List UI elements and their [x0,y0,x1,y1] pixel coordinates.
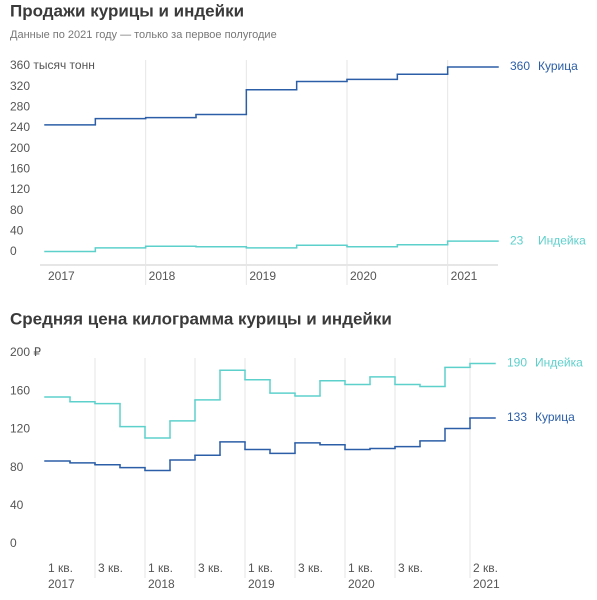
end-value-label: 133 [507,410,527,424]
chart-title: Продажи курицы и индейки [10,1,244,20]
x-tick-year: 2019 [248,577,275,591]
legend-label: Индейка [538,233,586,247]
y-tick-label: 120 [10,182,30,196]
legend-label: Индейка [535,356,583,370]
y-tick-label: 0 [10,536,17,550]
end-value-label: 360 [510,59,530,73]
x-tick-label: 2021 [451,269,478,283]
x-tick-year: 2017 [48,577,75,591]
x-tick-year: 2021 [473,577,500,591]
x-tick-label: 2 кв. [473,561,498,575]
y-tick-label: 0 [10,244,17,258]
x-tick-label: 1 кв. [148,561,173,575]
x-tick-label: 3 кв. [98,561,123,575]
y-tick-label: 40 [10,224,24,238]
legend-label: Курица [538,59,578,73]
legend-label: Курица [535,410,575,424]
x-tick-label: 1 кв. [248,561,273,575]
x-tick-label: 3 кв. [298,561,323,575]
y-tick-label: 200 ₽ [10,345,41,359]
chart-subtitle: Данные по 2021 году — только за первое п… [10,29,277,41]
y-tick-label: 80 [10,460,24,474]
end-value-label: 190 [507,356,527,370]
y-tick-label: 200 [10,141,30,155]
y-tick-label: 360 тысяч тонн [10,58,95,72]
x-tick-label: 3 кв. [198,561,223,575]
x-tick-label: 1 кв. [48,561,73,575]
x-tick-label: 1 кв. [348,561,373,575]
x-tick-label: 2018 [149,269,176,283]
y-tick-label: 120 [10,422,30,436]
y-tick-label: 320 [10,79,30,93]
y-tick-label: 40 [10,498,24,512]
x-tick-label: 2020 [350,269,377,283]
x-tick-label: 2017 [48,269,75,283]
y-tick-label: 240 [10,120,30,134]
y-tick-label: 280 [10,100,30,114]
chart-title: Средняя цена килограмма курицы и индейки [10,309,392,328]
x-tick-year: 2018 [148,577,175,591]
x-tick-label: 3 кв. [398,561,423,575]
y-tick-label: 160 [10,162,30,176]
x-tick-label: 2019 [249,269,276,283]
x-tick-year: 2020 [348,577,375,591]
end-value-label: 23 [510,233,524,247]
y-tick-label: 160 [10,383,30,397]
y-tick-label: 80 [10,203,24,217]
